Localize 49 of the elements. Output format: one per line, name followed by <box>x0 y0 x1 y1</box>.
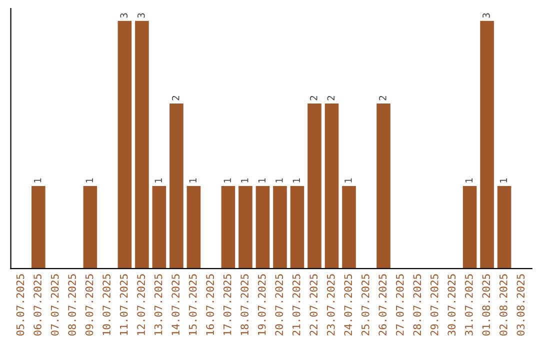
x-tick-label: 21.07.2025 <box>292 274 300 336</box>
x-tick-label: 02.08.2025 <box>499 274 508 336</box>
data-label: 2 <box>327 96 334 100</box>
x-tick-label: 12.07.2025 <box>137 274 145 335</box>
data-label: 2 <box>310 96 318 100</box>
data-label: 2 <box>379 96 386 100</box>
x-tick-label: 05.07.2025 <box>16 274 24 336</box>
data-label: 1 <box>189 178 196 182</box>
x-tick-label: 24.07.2025 <box>344 274 352 336</box>
data-label: 1 <box>292 178 300 182</box>
x-tick-label: 22.07.2025 <box>310 274 318 336</box>
x-tick-label: 10.07.2025 <box>102 274 110 335</box>
x-tick-label: 29.07.2025 <box>430 274 438 336</box>
data-label: 1 <box>34 178 42 182</box>
x-tick-label: 27.07.2025 <box>396 274 404 336</box>
x-tick-label: 20.07.2025 <box>275 274 284 336</box>
data-label: 3 <box>137 13 145 18</box>
x-tick-label: 17.07.2025 <box>223 274 232 335</box>
x-tick-label: 19.07.2025 <box>258 274 266 335</box>
data-label: 3 <box>120 13 128 18</box>
x-tick-label: 25.07.2025 <box>361 274 370 336</box>
data-label: 2 <box>172 96 180 100</box>
data-label: 1 <box>224 178 231 182</box>
data-label: 1 <box>154 178 162 182</box>
x-tick-label: 26.07.2025 <box>378 274 387 336</box>
x-tick-label: 30.07.2025 <box>448 274 456 336</box>
x-tick-label: 28.07.2025 <box>413 274 422 336</box>
x-tick-label: 18.07.2025 <box>240 274 249 335</box>
data-label: 1 <box>276 178 283 182</box>
data-label: 1 <box>344 178 352 182</box>
x-tick-label: 11.07.2025 <box>120 274 128 335</box>
x-tick-label: 31.07.2025 <box>464 274 473 336</box>
x-tick-label: 06.07.2025 <box>34 274 42 336</box>
x-tick-label: 08.07.2025 <box>68 274 76 336</box>
x-tick-label: 09.07.2025 <box>85 274 94 336</box>
data-label: 1 <box>86 178 93 182</box>
data-label: 1 <box>241 178 248 182</box>
data-label: 3 <box>482 13 490 18</box>
x-tick-label: 15.07.2025 <box>188 274 197 335</box>
x-tick-label: 01.08.2025 <box>482 274 490 336</box>
x-tick-label: 13.07.2025 <box>154 274 162 335</box>
x-tick-label: 14.07.2025 <box>172 274 180 335</box>
data-label: 1 <box>465 178 472 182</box>
x-tick-label: 07.07.2025 <box>50 274 59 336</box>
data-label: 1 <box>258 178 266 182</box>
x-tick-label: 03.08.2025 <box>516 274 525 336</box>
data-label: 1 <box>500 178 507 182</box>
x-tick-label: 23.07.2025 <box>326 274 335 336</box>
x-tick-label: 16.07.2025 <box>206 274 214 335</box>
